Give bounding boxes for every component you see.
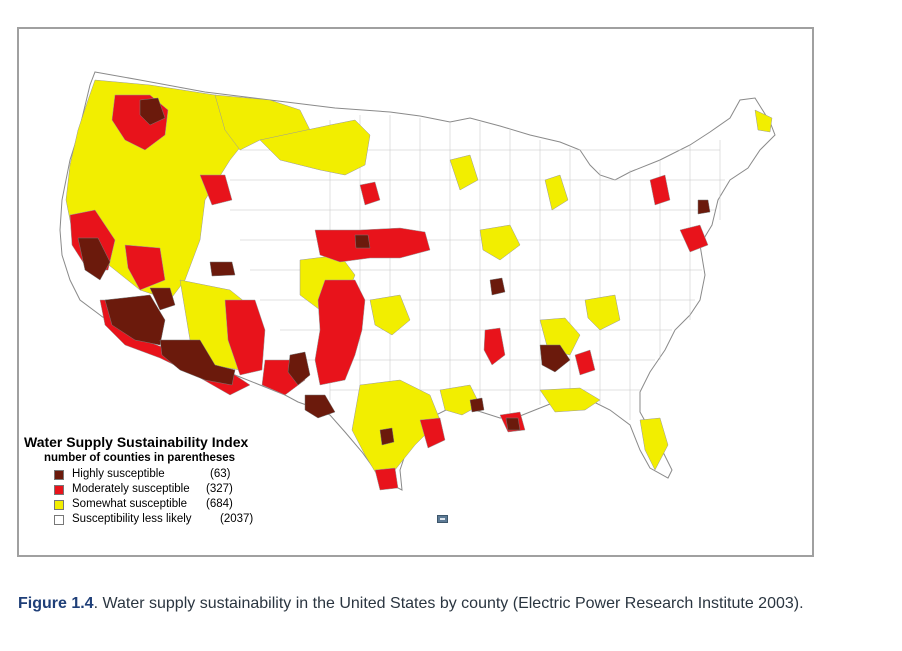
- legend-count: (2037): [220, 513, 254, 525]
- figure-caption: Figure 1.4. Water supply sustainability …: [18, 592, 898, 615]
- legend-swatch-moderate: [54, 485, 64, 495]
- legend-label: Susceptibility less likely: [72, 513, 192, 525]
- figure-label: Figure 1.4: [18, 595, 94, 612]
- legend-swatch-less-likely: [54, 515, 64, 525]
- map-legend: Water Supply Sustainability Index number…: [24, 434, 294, 528]
- legend-title: Water Supply Sustainability Index: [24, 434, 249, 450]
- legend-count: (684): [206, 498, 233, 510]
- legend-count: (63): [210, 468, 231, 480]
- legend-swatch-highly: [54, 470, 64, 480]
- legend-count: (327): [206, 483, 233, 495]
- legend-swatch-somewhat: [54, 500, 64, 510]
- legend-item-less-likely: Susceptibility less likely (2037): [24, 513, 294, 528]
- legend-item-moderate: Moderately susceptible (327): [24, 483, 294, 498]
- legend-label: Somewhat susceptible: [72, 498, 188, 510]
- highly-susceptible-regions: [77, 97, 711, 446]
- legend-item-somewhat: Somewhat susceptible (684): [24, 498, 294, 513]
- legend-label: Moderately susceptible: [72, 483, 190, 495]
- legend-item-highly: Highly susceptible (63): [24, 468, 294, 483]
- scroll-marker-icon[interactable]: [437, 515, 448, 523]
- legend-label: Highly susceptible: [72, 468, 165, 480]
- caption-text: . Water supply sustainability in the Uni…: [93, 595, 804, 612]
- legend-subtitle: number of counties in parentheses: [44, 452, 236, 464]
